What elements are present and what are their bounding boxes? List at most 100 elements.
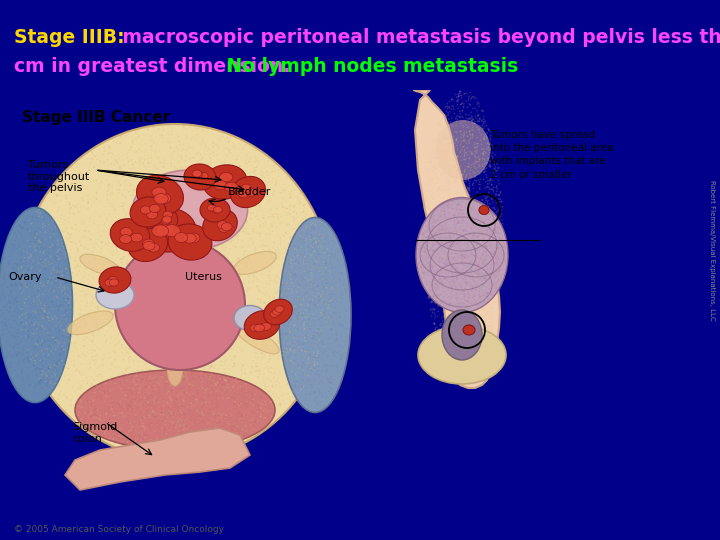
Point [237,312,248,320]
Point [200,320,212,329]
Point [220,219,232,227]
Point [287,387,298,396]
Point [454,293,466,302]
Point [434,293,446,301]
Point [289,346,300,355]
Point [474,114,486,123]
Point [119,161,130,170]
Point [445,282,456,291]
Point [108,440,120,449]
Point [448,254,459,262]
Point [181,309,193,318]
Point [144,341,156,350]
Point [204,290,215,299]
Point [474,282,486,291]
Point [221,423,233,431]
Point [487,282,498,291]
Point [126,333,138,342]
Point [447,217,459,226]
Point [440,308,451,317]
Point [139,271,150,280]
Point [215,323,226,332]
Point [81,250,93,259]
Point [433,184,444,193]
Point [174,415,185,423]
Point [197,126,208,134]
Point [239,384,251,393]
Point [320,286,332,294]
Point [238,411,250,420]
Point [151,181,163,190]
Point [197,296,209,305]
Point [195,304,207,313]
Point [179,280,191,288]
Point [327,270,338,279]
Point [456,171,468,180]
Point [446,261,458,269]
Point [40,274,51,283]
Point [230,302,241,311]
Point [451,165,463,173]
Point [165,235,176,244]
Point [32,265,43,273]
Point [446,238,458,247]
Point [168,387,180,396]
Point [212,141,223,150]
Point [480,255,492,264]
Point [150,348,161,357]
Point [288,349,300,357]
Point [189,255,200,264]
Point [212,216,223,225]
Point [338,298,349,306]
Point [485,219,497,228]
Point [243,388,255,396]
Point [252,393,264,402]
Point [104,230,115,239]
Point [42,276,54,285]
Point [443,208,454,217]
Point [480,303,491,312]
Point [422,222,433,231]
Point [146,299,158,308]
Point [226,426,238,434]
Point [485,254,497,262]
Point [37,313,49,322]
Point [145,183,157,192]
Point [481,289,492,298]
Point [215,326,226,335]
Point [112,287,123,295]
Point [172,408,184,417]
Text: Tumors
throughout
the pelvis: Tumors throughout the pelvis [28,160,90,193]
Point [282,289,294,298]
Point [492,228,503,237]
Point [76,403,87,411]
Point [279,309,291,318]
Point [233,431,244,440]
Point [123,433,135,441]
Point [47,285,58,294]
Point [482,300,494,308]
Point [222,268,234,276]
Point [490,190,502,199]
Point [428,290,440,299]
Point [221,377,233,386]
Point [179,202,191,211]
Point [451,295,462,303]
Point [9,365,21,374]
Point [87,430,99,439]
Point [91,268,103,276]
Point [456,254,468,263]
Point [112,158,124,167]
Point [191,243,202,252]
Point [314,296,325,305]
Point [241,305,253,314]
Point [189,243,200,252]
Point [462,296,474,305]
Point [46,231,58,240]
Point [152,360,163,368]
Point [60,379,72,387]
Point [134,298,145,307]
Point [487,293,498,301]
Point [473,200,485,208]
Point [464,284,476,292]
